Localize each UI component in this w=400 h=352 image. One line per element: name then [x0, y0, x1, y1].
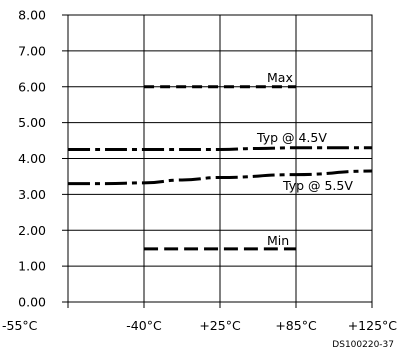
y-tick-label: 6.00 [18, 79, 46, 94]
label-typ-5-5v: Typ @ 5.5V [282, 178, 353, 193]
x-axis: -55°C -40°C +25°C +85°C +125°C [2, 302, 397, 333]
y-tick-label: 1.00 [18, 259, 46, 274]
series-line-typ-4-5v [68, 146, 372, 152]
label-min: Min [267, 233, 289, 248]
y-tick-label: 3.00 [18, 187, 46, 202]
label-max: Max [267, 70, 293, 85]
x-tick-label: +85°C [275, 318, 317, 333]
x-tick-label: -40°C [126, 318, 162, 333]
y-tick-label: 0.00 [18, 295, 46, 310]
grid-lines [68, 15, 372, 302]
label-typ-4-5v: Typ @ 4.5V [256, 130, 327, 145]
series-group [68, 85, 373, 251]
y-tick-label: 4.00 [18, 151, 46, 166]
x-tick-label: -55°C [2, 318, 38, 333]
figure-code: DS100220-37 [332, 340, 394, 350]
y-tick-label: 2.00 [18, 223, 46, 238]
y-tick-label: 7.00 [18, 43, 46, 58]
x-tick-label: +125°C [348, 318, 398, 333]
y-axis: 0.00 1.00 2.00 3.00 4.00 5.00 6.00 7.00 8.00 [18, 8, 68, 310]
y-tick-label: 5.00 [18, 115, 46, 130]
y-tick-label: 8.00 [18, 8, 46, 23]
x-tick-label: +25°C [199, 318, 241, 333]
series-line-typ-5-5v [68, 169, 373, 186]
